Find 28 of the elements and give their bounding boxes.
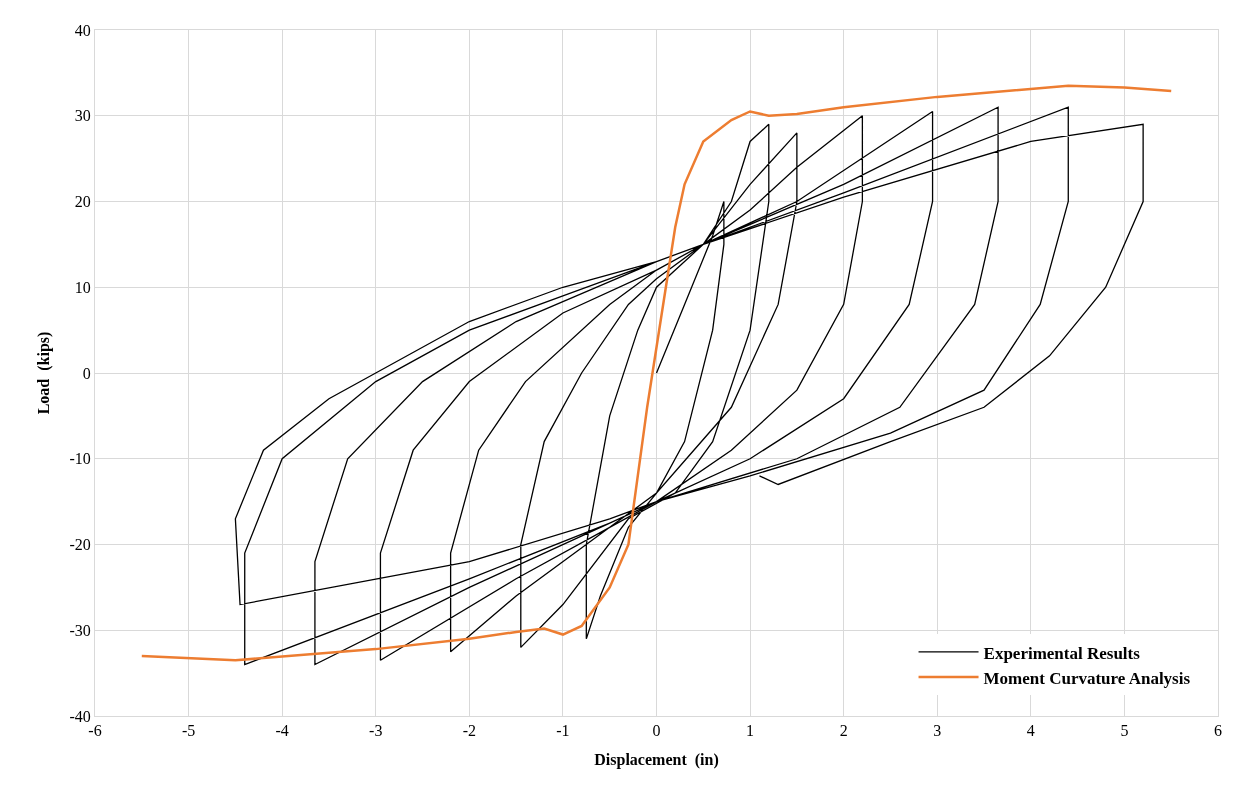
y-tick-label: 30 bbox=[74, 107, 91, 125]
x-tick-label: 6 bbox=[1214, 722, 1222, 740]
y-tick-label: 0 bbox=[82, 364, 91, 382]
y-tick-label: 20 bbox=[74, 193, 91, 211]
line-series bbox=[140, 84, 1173, 662]
y-tick-label: -30 bbox=[69, 621, 91, 639]
x-axis-title: Displacement (in) bbox=[594, 750, 719, 769]
x-tick-label: -4 bbox=[275, 722, 289, 740]
line-series bbox=[234, 106, 1144, 666]
y-tick-label: -20 bbox=[69, 536, 91, 554]
x-tick-label: -6 bbox=[88, 722, 102, 740]
legend-label: Experimental Results bbox=[983, 643, 1141, 663]
y-tick-label: 10 bbox=[74, 278, 91, 296]
x-tick-label: -1 bbox=[556, 722, 570, 740]
x-tick-label: 4 bbox=[1026, 722, 1035, 740]
y-axis-title: Load (kips) bbox=[35, 331, 54, 415]
x-tick-label: 0 bbox=[652, 722, 661, 740]
y-tick-label: -10 bbox=[69, 450, 91, 468]
x-tick-label: 2 bbox=[839, 722, 848, 740]
x-tick-label: -5 bbox=[181, 722, 196, 740]
x-tick-label: 3 bbox=[933, 722, 942, 740]
y-tick-label: -40 bbox=[69, 707, 91, 725]
x-tick-label: -2 bbox=[462, 722, 476, 740]
x-tick-label: 5 bbox=[1120, 722, 1129, 740]
x-tick-label: 1 bbox=[746, 722, 755, 740]
legend-label: Moment Curvature Analysis bbox=[983, 668, 1191, 688]
x-tick-label: -3 bbox=[369, 722, 383, 740]
y-tick-label: 40 bbox=[74, 21, 91, 39]
